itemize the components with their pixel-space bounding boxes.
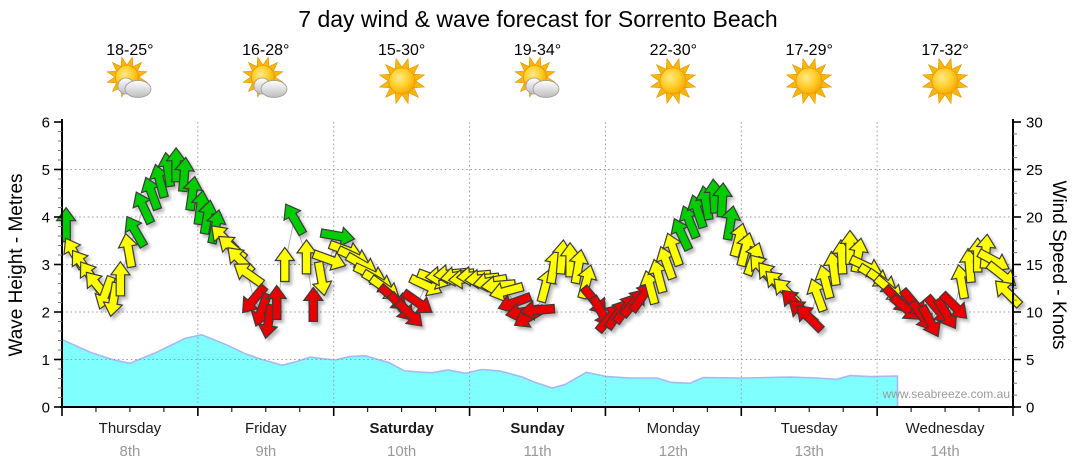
sun-icon [645, 56, 701, 111]
wind-speed-axis-title: Wind Speed - Knots [1048, 180, 1069, 350]
wind-arrow [311, 249, 347, 272]
day-temp-label: 16-28° [242, 42, 290, 59]
wind-arrow [720, 204, 742, 241]
wind-arrow [283, 203, 308, 237]
sun-cloud-icon [238, 56, 294, 111]
sun-cloud-icon [510, 56, 566, 111]
day-name-label: Friday [244, 420, 287, 437]
day-temp-label: 18-25° [106, 42, 154, 59]
wave-axis-tick-label: 5 [42, 162, 50, 179]
wind-connector-line [65, 164, 1009, 323]
day-temp-label: 19-34° [513, 42, 562, 59]
axes: 0 1 2 3 4 5 6 0 5 10 15 20 25 30 [42, 114, 1043, 416]
wind-arrow [519, 299, 556, 322]
wind-axis-tick-label: 30 [1026, 114, 1043, 131]
day-temp-label: 15-30° [377, 42, 426, 59]
wind-arrow [124, 215, 149, 249]
wind-arrow [662, 232, 684, 268]
day-date-label: 9th [255, 443, 277, 460]
wave-axis-tick-label: 4 [42, 209, 50, 226]
wind-axis-tick-label: 10 [1026, 304, 1043, 321]
wind-arrow [796, 304, 826, 334]
wave-height-area [61, 333, 899, 407]
wind-axis-tick-label: 15 [1026, 257, 1043, 274]
day-date-label: 8th [119, 443, 141, 460]
wind-arrow [266, 284, 288, 321]
day-name-label: Thursday [98, 420, 162, 437]
sun-icon [781, 56, 837, 111]
day-date-label: 11th [523, 443, 552, 460]
day-temp-label: 17-29° [785, 42, 833, 59]
wind-axis-tick-label: 0 [1026, 399, 1034, 416]
wave-axis-tick-label: 1 [42, 352, 50, 369]
wind-axis-tick-label: 20 [1026, 209, 1043, 226]
day-temp-label: 22-30° [649, 42, 698, 59]
day-name-label: Monday [646, 420, 701, 437]
wind-arrow [109, 260, 132, 297]
wave-height-axis-title: Wave Height - Metres [6, 173, 27, 357]
wind-arrow [568, 248, 590, 285]
day-name-label: Wednesday [905, 420, 985, 437]
day-date-label: 13th [794, 443, 824, 460]
wave-axis-tick-label: 6 [42, 114, 50, 131]
day-name-label: Saturday [369, 420, 434, 437]
wave-axis-tick-label: 3 [42, 257, 50, 274]
wind-arrow [994, 280, 1024, 309]
day-date-label: 14th [930, 443, 960, 460]
wind-arrow [938, 290, 968, 320]
wind-arrow [400, 288, 433, 314]
page-title: 7 day wind & wave forecast for Sorrento … [298, 6, 778, 32]
wind-arrow [117, 232, 139, 269]
wind-arrow [311, 260, 333, 297]
wave-axis-tick-label: 0 [42, 399, 50, 416]
wind-arrows [55, 146, 1024, 340]
wind-arrow [302, 286, 324, 322]
wind-axis-tick-label: 25 [1026, 162, 1043, 179]
watermark-link: www.seabreeze.com.au [882, 387, 1010, 401]
day-date-label: 12th [658, 443, 688, 460]
sun-icon [917, 56, 973, 111]
day-name-label: Sunday [510, 420, 565, 437]
wind-arrow [173, 156, 196, 193]
sun-icon [374, 56, 430, 111]
wave-axis-tick-label: 2 [42, 304, 50, 321]
day-temp-label: 17-32° [921, 42, 969, 59]
wind-arrow [182, 175, 204, 212]
wind-axis-tick-label: 5 [1026, 352, 1034, 369]
wind-arrow [274, 246, 296, 283]
day-name-label: Tuesday [780, 420, 838, 437]
day-date-label: 10th [387, 443, 417, 460]
sun-cloud-icon [102, 56, 158, 111]
